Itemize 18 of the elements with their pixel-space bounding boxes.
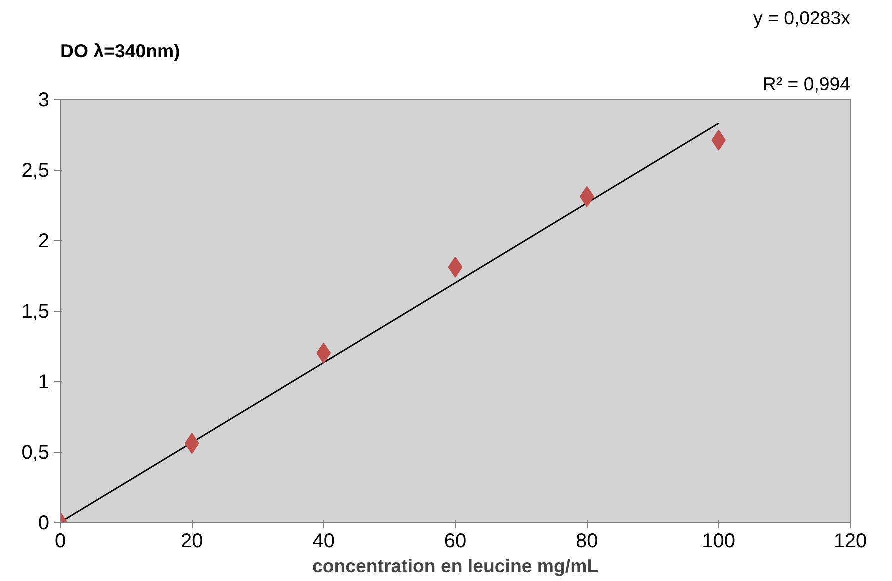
y-tick-label: 1	[38, 372, 50, 394]
y-axis-title: DO λ=340nm)	[60, 40, 180, 62]
y-tick-label: 0	[38, 512, 50, 534]
y-tick-label: 2	[38, 230, 50, 252]
text: y = 0,0283x	[754, 8, 852, 28]
x-tick-label: 120	[834, 530, 868, 552]
x-axis-title: concentration en leucine mg/mL	[312, 556, 599, 576]
y-tick-label: 0,5	[22, 442, 50, 464]
x-tick-label: 40	[312, 530, 335, 552]
x-tick-label: 100	[702, 530, 736, 552]
y-tick-label: 2,5	[22, 160, 50, 182]
y-tick-label: 1,5	[22, 301, 50, 323]
x-tick-label: 80	[576, 530, 598, 552]
y-tick-label: 3	[38, 90, 50, 112]
x-tick-label: 60	[444, 530, 467, 552]
x-tick-label: 0	[54, 530, 66, 552]
text: R² = 0,994	[762, 74, 851, 94]
x-tick-label: 20	[181, 530, 204, 552]
